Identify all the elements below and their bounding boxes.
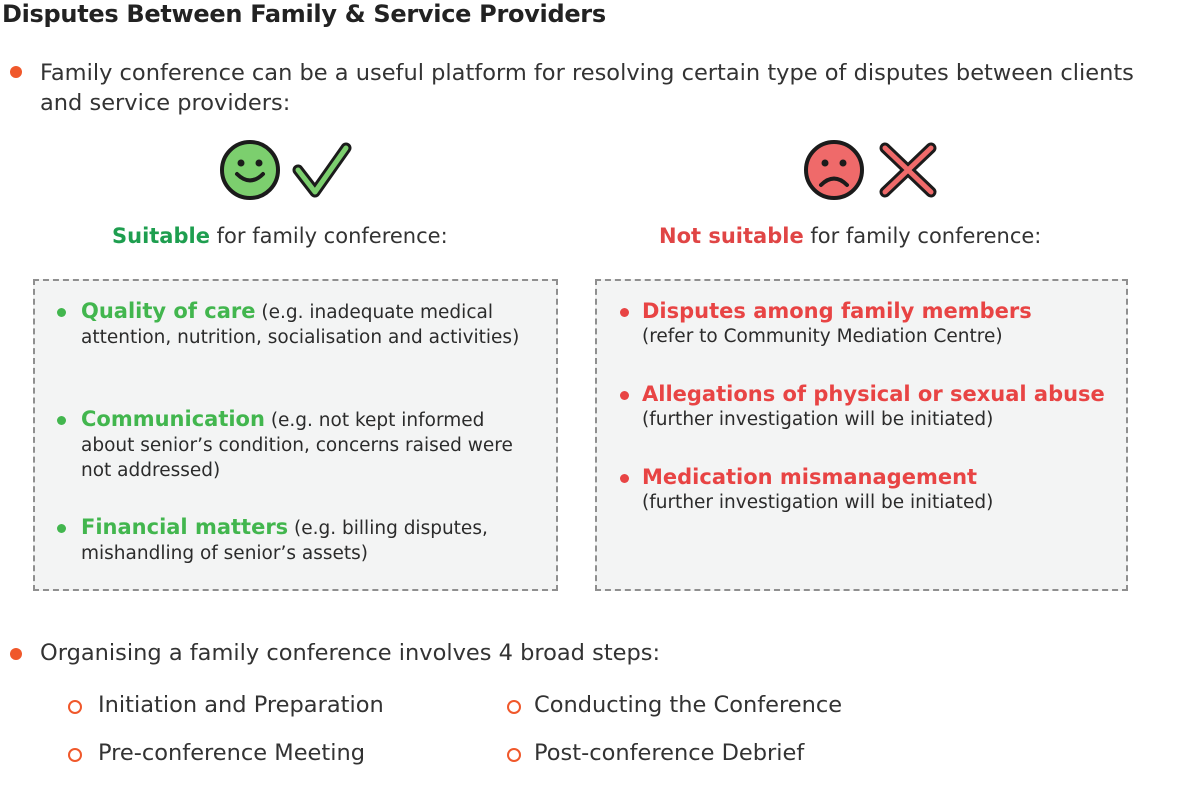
bullet-icon bbox=[10, 648, 22, 660]
cross-icon bbox=[879, 142, 937, 198]
suitable-item-detail: (e.g. inadequate medical attention, nutr… bbox=[81, 302, 520, 348]
ring-bullet-icon bbox=[68, 748, 82, 762]
checkmark-icon bbox=[292, 142, 352, 198]
not-suitable-item-detail: (refer to Community Mediation Centre) bbox=[642, 326, 1003, 347]
not-suitable-box: Disputes among family members (refer to … bbox=[595, 279, 1128, 591]
suitable-heading: Suitable for family conference: bbox=[112, 224, 448, 248]
bullet-icon bbox=[57, 416, 66, 425]
suitable-item-lead: Quality of care bbox=[81, 299, 256, 323]
ring-bullet-icon bbox=[68, 700, 82, 714]
not-suitable-item-detail: (further investigation will be initiated… bbox=[642, 409, 994, 430]
bullet-icon bbox=[620, 308, 629, 317]
bullet-icon bbox=[57, 524, 66, 533]
ring-bullet-icon bbox=[507, 748, 521, 762]
suitable-item: Communication (e.g. not kept informed ab… bbox=[81, 407, 521, 483]
suitable-box: Quality of care (e.g. inadequate medical… bbox=[33, 279, 558, 591]
not-suitable-item-lead: Disputes among family members bbox=[642, 299, 1032, 323]
bullet-icon bbox=[620, 474, 629, 483]
not-suitable-heading-strong: Not suitable bbox=[659, 224, 804, 248]
step-item: Conducting the Conference bbox=[534, 692, 843, 718]
not-suitable-item: Allegations of physical or sexual abuse … bbox=[642, 382, 1122, 432]
suitable-item-lead: Financial matters bbox=[81, 515, 289, 539]
steps-intro: Organising a family conference involves … bbox=[40, 640, 661, 666]
not-suitable-icons bbox=[804, 140, 937, 200]
not-suitable-item: Disputes among family members (refer to … bbox=[642, 299, 1122, 349]
suitable-heading-strong: Suitable bbox=[112, 224, 210, 248]
bullet-icon bbox=[620, 391, 629, 400]
sad-face-icon bbox=[804, 140, 864, 200]
not-suitable-item-detail: (further investigation will be initiated… bbox=[642, 492, 994, 513]
page-title: Disputes Between Family & Service Provid… bbox=[2, 0, 606, 28]
not-suitable-item-lead: Allegations of physical or sexual abuse bbox=[642, 382, 1105, 406]
suitable-item-detail: (e.g. not kept informed about senior’s c… bbox=[81, 410, 513, 481]
not-suitable-heading: Not suitable for family conference: bbox=[659, 224, 1041, 248]
suitable-heading-rest: for family conference: bbox=[209, 224, 448, 248]
ring-bullet-icon bbox=[507, 700, 521, 714]
intro-text: Family conference can be a useful platfo… bbox=[40, 60, 1134, 116]
smiley-face-icon bbox=[220, 140, 280, 200]
bullet-icon bbox=[57, 308, 66, 317]
not-suitable-item: Medication mismanagement (further invest… bbox=[642, 465, 1122, 515]
bullet-icon bbox=[10, 66, 22, 78]
step-item: Initiation and Preparation bbox=[98, 692, 384, 718]
suitable-item: Financial matters (e.g. billing disputes… bbox=[81, 515, 521, 566]
suitable-item-lead: Communication bbox=[81, 407, 265, 431]
not-suitable-heading-rest: for family conference: bbox=[803, 224, 1042, 248]
suitable-item-detail: (e.g. billing disputes, mishandling of s… bbox=[81, 518, 488, 564]
suitable-icons bbox=[220, 140, 352, 200]
suitable-item: Quality of care (e.g. inadequate medical… bbox=[81, 299, 521, 350]
not-suitable-item-lead: Medication mismanagement bbox=[642, 465, 978, 489]
step-item: Post-conference Debrief bbox=[534, 740, 805, 766]
step-item: Pre-conference Meeting bbox=[98, 740, 365, 766]
